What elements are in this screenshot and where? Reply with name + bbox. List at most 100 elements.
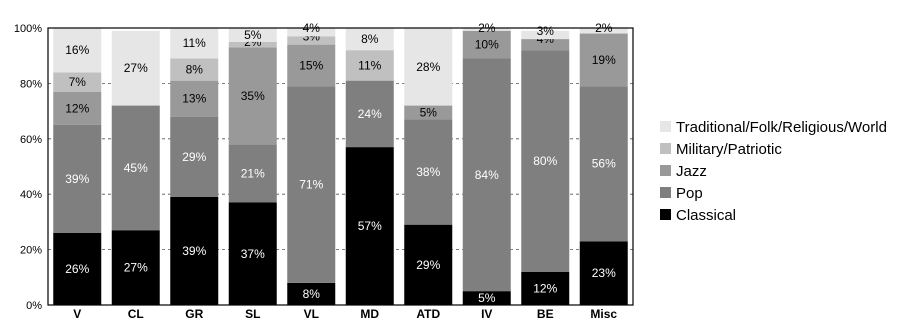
bar-segment-be-4 <box>521 30 570 40</box>
data-label-iv-1: 84% <box>475 168 499 182</box>
bar-segment-misc-1 <box>579 86 628 242</box>
data-label-vl-2: 15% <box>299 58 323 72</box>
bar-segment-v-4 <box>53 28 102 73</box>
bar-segment-atd-2 <box>404 105 453 120</box>
legend-label-0: Traditional/Folk/Religious/World <box>676 119 887 136</box>
legend-label-1: Military/Patriotic <box>676 141 782 158</box>
data-label-v-1: 39% <box>65 172 89 186</box>
x-tick-label-iv: IV <box>481 307 492 321</box>
bar-segment-gr-4 <box>170 28 219 59</box>
y-tick-label-3: 60% <box>20 134 42 146</box>
legend-swatch-1 <box>660 143 671 154</box>
legend-label-2: Jazz <box>676 163 707 180</box>
bar-segment-iv-0 <box>462 291 511 305</box>
bar-segment-gr-3 <box>170 58 219 81</box>
bar-segment-sl-3 <box>228 41 277 48</box>
data-label-misc-1: 56% <box>592 157 616 171</box>
x-tick-label-v: V <box>73 307 81 321</box>
plot-area: 0% 20% 40% 60% 80% 100% 26% 39% 12% 7% 16% V 27% 45% 2… <box>14 21 634 321</box>
bar-segment-iv-4 <box>462 28 511 31</box>
data-label-gr-0: 39% <box>182 244 206 258</box>
data-label-iv-0: 5% <box>478 291 496 305</box>
data-label-v-3: 7% <box>69 75 87 89</box>
bar-segment-iv-2 <box>462 30 511 59</box>
bar-segment-misc-2 <box>579 33 628 87</box>
data-label-v-4: 16% <box>65 43 89 57</box>
data-label-sl-1: 21% <box>241 166 265 180</box>
data-label-gr-2: 13% <box>182 92 206 106</box>
bar-segment-atd-0 <box>404 224 453 305</box>
bar-segment-vl-4 <box>287 28 336 37</box>
data-label-atd-4: 28% <box>416 60 440 74</box>
bar-segment-sl-4 <box>228 28 277 42</box>
bar-segment-sl-0 <box>228 202 277 305</box>
legend-swatch-0 <box>660 121 671 132</box>
y-tick-label-4: 80% <box>20 78 42 90</box>
data-label-sl-0: 37% <box>241 247 265 261</box>
bar-segment-sl-2 <box>228 47 277 145</box>
legend-swatch-3 <box>660 187 671 198</box>
bar-segment-md-0 <box>345 147 394 305</box>
data-label-iv-2: 10% <box>475 38 499 52</box>
legend-swatch-4 <box>660 209 671 220</box>
bar-segment-v-0 <box>53 232 102 305</box>
bar-segment-cl-1 <box>111 105 160 231</box>
y-tick-label-1: 20% <box>20 245 42 257</box>
bar-segment-cl-4 <box>111 30 160 106</box>
data-label-gr-3: 8% <box>186 63 204 77</box>
bar-segment-md-1 <box>345 80 394 148</box>
y-tick-label-5: 100% <box>14 23 42 35</box>
data-label-atd-2: 5% <box>420 105 438 119</box>
x-tick-label-md: MD <box>360 307 379 321</box>
data-label-be-1: 80% <box>533 154 557 168</box>
legend-label-3: Pop <box>676 185 703 202</box>
x-tick-label-atd: ATD <box>416 307 440 321</box>
data-label-vl-1: 71% <box>299 178 323 192</box>
legend-label-4: Classical <box>676 207 736 224</box>
bar-segment-be-2 <box>521 39 570 51</box>
bar-segment-atd-4 <box>404 28 453 106</box>
bar-segment-md-3 <box>345 50 394 81</box>
bar-segment-vl-0 <box>287 282 336 305</box>
data-label-v-0: 26% <box>65 262 89 276</box>
bar-segment-gr-2 <box>170 80 219 117</box>
data-label-gr-1: 29% <box>182 150 206 164</box>
data-label-vl-0: 8% <box>303 287 321 301</box>
bar-segment-be-1 <box>521 50 570 272</box>
x-tick-label-sl: SL <box>245 307 260 321</box>
data-label-gr-4: 11% <box>183 36 206 50</box>
data-label-md-1: 24% <box>358 107 382 121</box>
bar-segment-v-2 <box>53 91 102 125</box>
data-label-misc-2: 19% <box>592 53 616 67</box>
bar-segment-gr-1 <box>170 116 219 197</box>
bar-segment-be-0 <box>521 271 570 305</box>
data-label-atd-0: 29% <box>416 258 440 272</box>
data-label-sl-4: 5% <box>244 28 262 42</box>
legend: Traditional/Folk/Religious/World Military… <box>660 119 887 224</box>
data-label-cl-4: 27% <box>124 61 148 75</box>
x-tick-label-vl: VL <box>304 307 319 321</box>
plot-frame <box>47 27 634 306</box>
legend-swatch-2 <box>660 165 671 176</box>
data-label-md-0: 57% <box>358 219 382 233</box>
bar-segment-gr-0 <box>170 196 219 305</box>
data-label-md-4: 8% <box>361 32 379 46</box>
bar-segment-md-4 <box>345 28 394 51</box>
bar-segment-v-1 <box>53 124 102 233</box>
x-tick-label-cl: CL <box>128 307 144 321</box>
x-tick-label-misc: Misc <box>590 307 617 321</box>
bar-segment-misc-0 <box>579 241 628 305</box>
bar-segment-sl-1 <box>228 144 277 203</box>
data-label-be-0: 12% <box>533 281 557 295</box>
x-tick-label-gr: GR <box>185 307 203 321</box>
bar-segment-atd-1 <box>404 119 453 225</box>
data-label-cl-0: 27% <box>124 261 148 275</box>
bar-segment-iv-1 <box>462 58 511 292</box>
bar-segment-v-3 <box>53 72 102 92</box>
bar-segment-vl-2 <box>287 44 336 87</box>
data-label-cl-1: 45% <box>124 161 148 175</box>
bar-segment-cl-0 <box>111 230 160 305</box>
x-tick-label-be: BE <box>537 307 554 321</box>
bar-segment-vl-3 <box>287 36 336 45</box>
